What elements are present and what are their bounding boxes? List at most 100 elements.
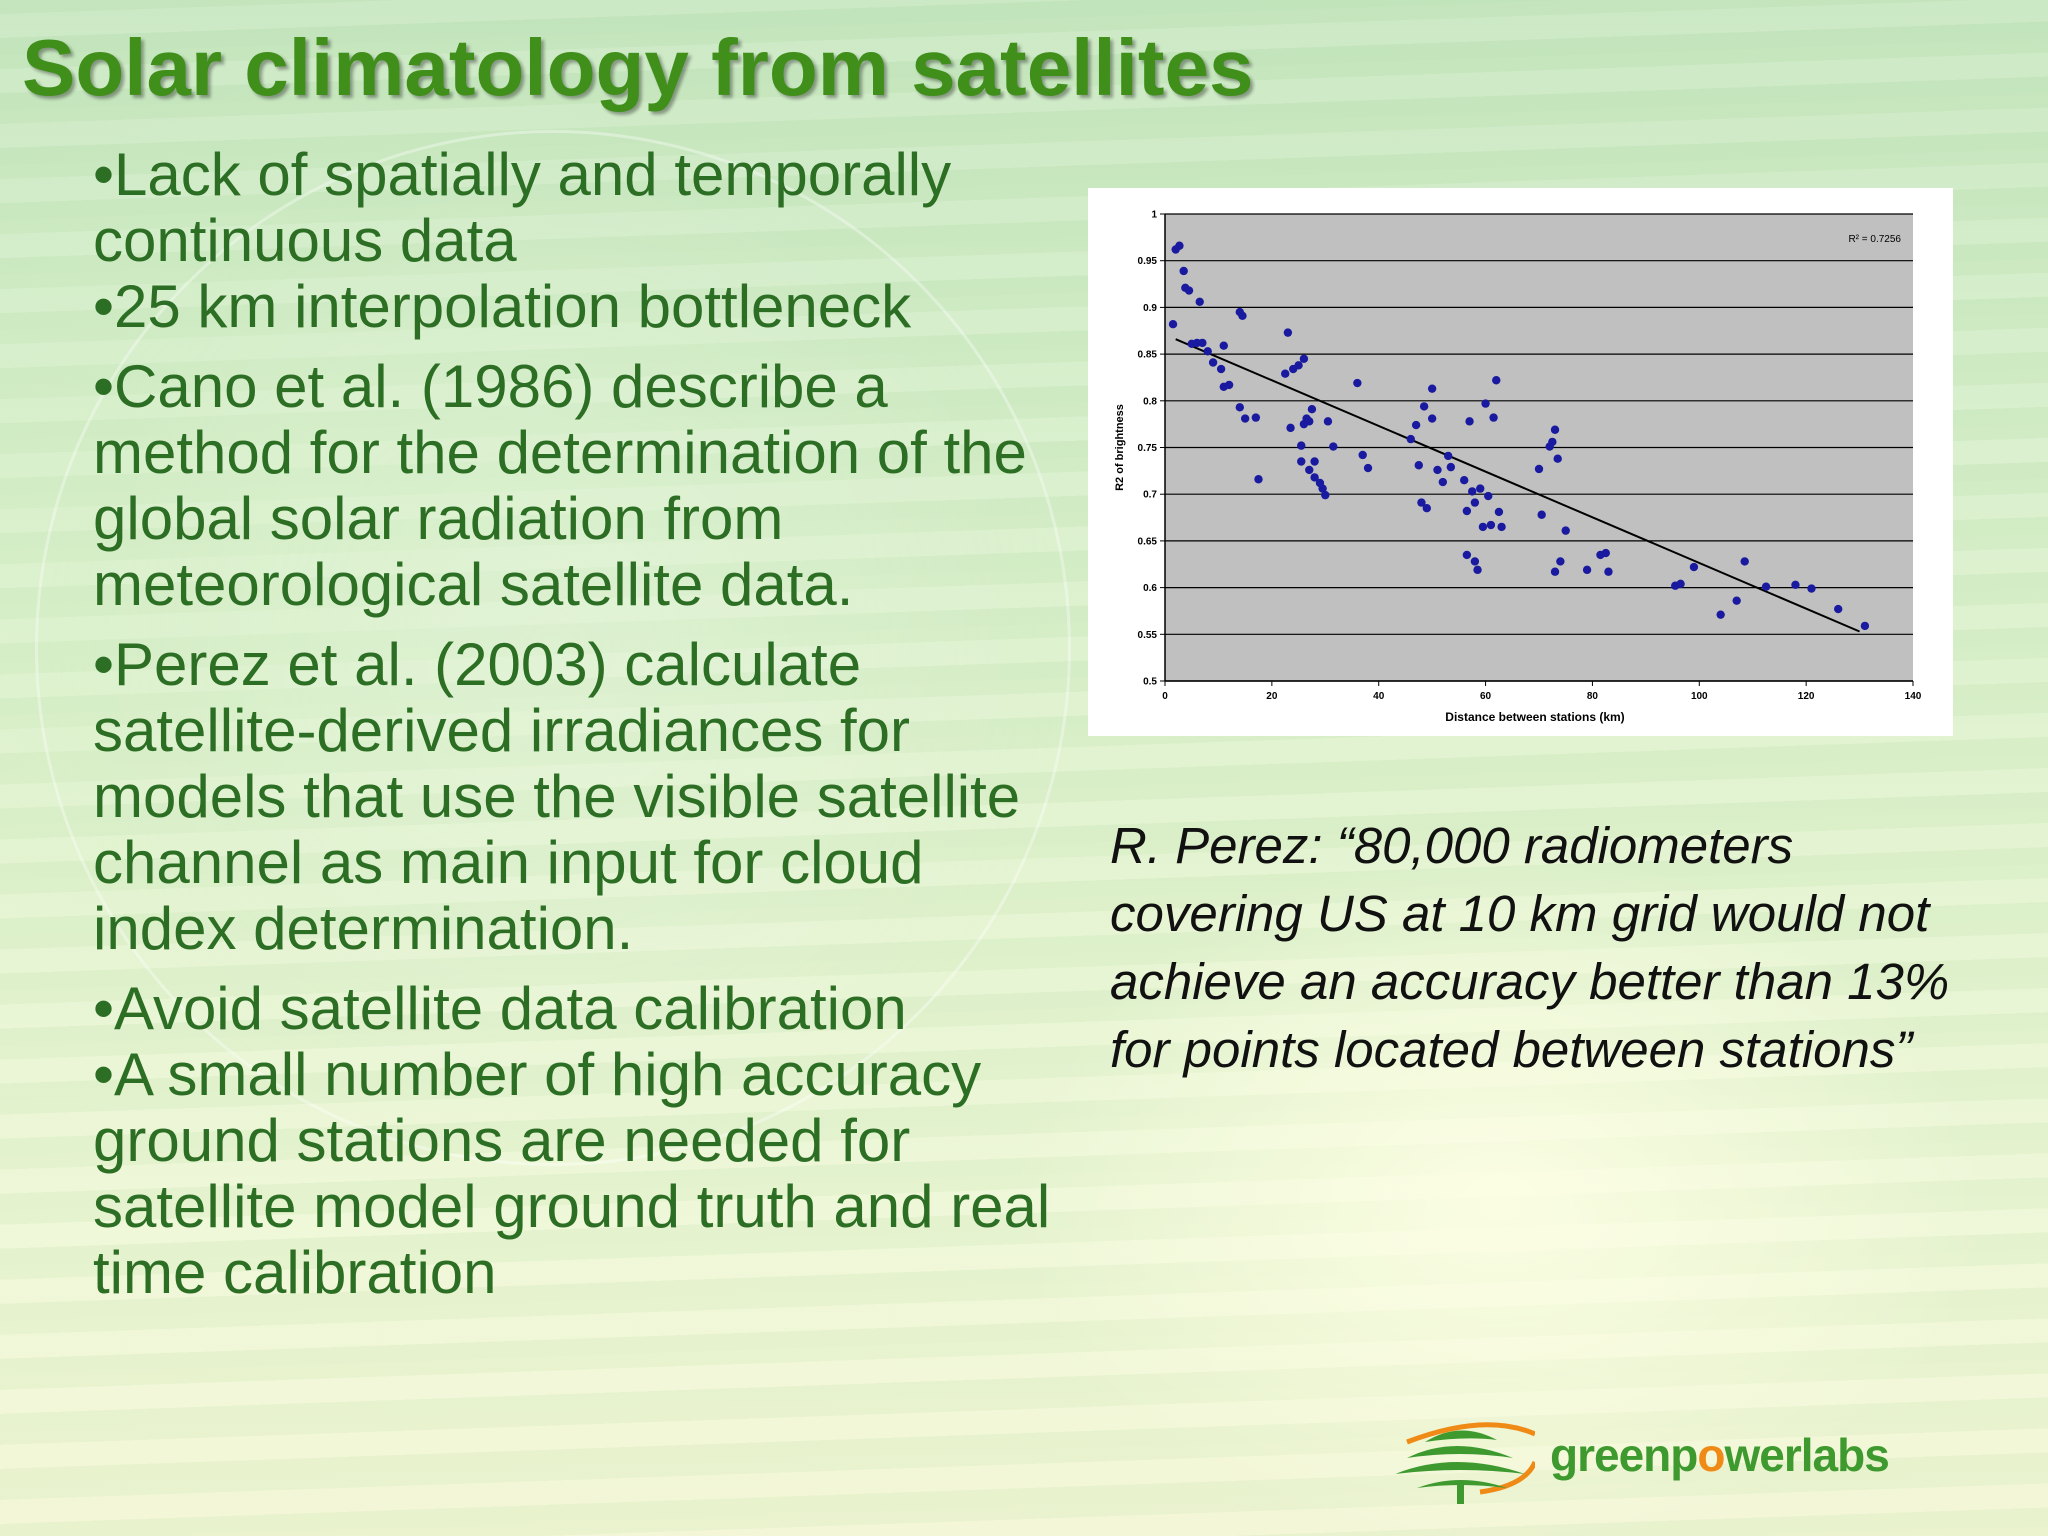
y-tick-label: 0.65 <box>1138 536 1158 547</box>
data-point <box>1419 402 1429 411</box>
data-point <box>1492 376 1501 385</box>
data-point <box>1465 417 1474 426</box>
bullet-item: •A small number of high accuracy ground … <box>93 1041 1051 1306</box>
data-point <box>1321 490 1330 500</box>
data-point <box>1427 414 1437 423</box>
data-point <box>1353 378 1362 388</box>
data-point <box>1251 413 1261 422</box>
y-tick-label: 0.95 <box>1138 256 1158 267</box>
data-point <box>1553 454 1562 463</box>
data-point <box>1286 423 1295 433</box>
y-tick-label: 0.75 <box>1138 443 1158 454</box>
data-point <box>1433 465 1442 475</box>
data-point <box>1219 341 1228 350</box>
data-point <box>1310 473 1319 482</box>
data-point <box>1446 462 1456 472</box>
data-point <box>1411 420 1421 430</box>
y-tick-label: 0.5 <box>1143 677 1157 688</box>
x-tick-label: 20 <box>1266 691 1278 702</box>
bullet-list: •Lack of spatially and temporally contin… <box>93 142 1073 1306</box>
data-point <box>1601 548 1610 558</box>
bullet-item: •Perez et al. (2003) calculate satellite… <box>93 631 1021 962</box>
data-point <box>1427 384 1437 393</box>
data-point <box>1834 604 1843 614</box>
data-point <box>1254 475 1263 484</box>
x-axis-label: Distance between stations (km) <box>1445 710 1624 724</box>
data-point <box>1476 484 1485 493</box>
y-tick-label: 0.7 <box>1143 490 1157 501</box>
x-tick-label: 60 <box>1480 691 1492 702</box>
data-point <box>1462 506 1472 516</box>
data-point <box>1481 399 1490 408</box>
x-tick-label: 120 <box>1798 691 1815 702</box>
data-point <box>1460 475 1469 485</box>
data-point <box>1168 320 1178 329</box>
x-tick-label: 80 <box>1587 691 1599 702</box>
data-point <box>1283 328 1293 337</box>
data-point <box>1489 413 1498 422</box>
bullet-item: •Lack of spatially and temporally contin… <box>93 141 952 274</box>
logo-wordmark: greenpowerlabs <box>1550 1429 1890 1481</box>
data-point <box>1299 354 1309 363</box>
x-tick-label: 0 <box>1162 691 1168 702</box>
slide-title: Solar climatology from satellites <box>22 23 1254 112</box>
cedar-tree-logo-icon <box>1395 1422 1535 1504</box>
data-point <box>1297 457 1306 466</box>
x-tick-label: 140 <box>1905 691 1922 702</box>
data-point <box>1175 241 1184 250</box>
quote-text: R. Perez: “80,000 radiometers covering U… <box>1110 817 1950 1078</box>
data-point <box>1294 361 1303 370</box>
data-point <box>1473 565 1482 575</box>
x-tick-label: 40 <box>1373 691 1385 702</box>
data-point <box>1716 610 1725 619</box>
company-logo: greenpowerlabs <box>1385 1400 1905 1510</box>
data-point <box>1550 425 1560 434</box>
data-point <box>1462 550 1472 560</box>
data-point <box>1791 580 1800 589</box>
background-circle-decoration <box>35 130 1071 1166</box>
data-point <box>1732 596 1741 605</box>
data-point <box>1329 442 1338 451</box>
data-point <box>1305 465 1314 475</box>
data-point <box>1689 562 1699 572</box>
data-point <box>1548 437 1557 447</box>
y-tick-label: 0.8 <box>1143 396 1157 407</box>
r-squared-annotation: R² = 0.7256 <box>1848 234 1901 245</box>
data-point <box>1604 567 1613 576</box>
scatter-chart-svg: 0.5 0.55 0.6 0.65 0.7 0.75 0.8 0.85 0.9 0.95 1 0 20 4… <box>1114 210 1922 725</box>
data-point <box>1323 417 1333 426</box>
data-point <box>1179 266 1188 276</box>
data-point <box>1235 403 1244 412</box>
data-point <box>1240 414 1250 423</box>
data-point <box>1534 464 1544 474</box>
data-point <box>1761 582 1771 591</box>
bullet-item: •25 km interpolation bottleneck <box>93 273 912 340</box>
y-tick-label: 0.55 <box>1138 630 1158 641</box>
data-point <box>1470 557 1480 566</box>
data-point <box>1556 557 1565 566</box>
y-tick-label: 1 <box>1151 210 1157 221</box>
trendline <box>1175 338 1860 633</box>
y-axis-label: R2 of brightness <box>1114 404 1126 491</box>
data-point <box>1406 434 1415 444</box>
data-point <box>1497 522 1506 532</box>
x-tick-label: 100 <box>1691 691 1708 702</box>
data-point <box>1224 380 1234 390</box>
bullet-item: •Cano et al. (1986) describe a method fo… <box>93 353 1027 618</box>
data-point <box>1363 463 1373 473</box>
data-point <box>1443 451 1453 461</box>
y-tick-label: 0.6 <box>1143 583 1157 594</box>
scatter-chart: 0.5 0.55 0.6 0.65 0.7 0.75 0.8 0.85 0.9 0.95 1 0 20 4… <box>1088 188 1953 736</box>
data-point <box>1582 565 1592 575</box>
data-point <box>1740 557 1749 566</box>
data-point <box>1561 526 1570 535</box>
data-point <box>1550 567 1560 576</box>
data-point <box>1494 507 1504 517</box>
y-tick-label: 0.85 <box>1138 350 1158 361</box>
data-point <box>1358 450 1367 460</box>
data-point <box>1208 358 1218 367</box>
data-point <box>1281 369 1290 378</box>
data-point <box>1297 441 1306 450</box>
data-point <box>1198 338 1207 348</box>
data-point <box>1422 504 1431 513</box>
